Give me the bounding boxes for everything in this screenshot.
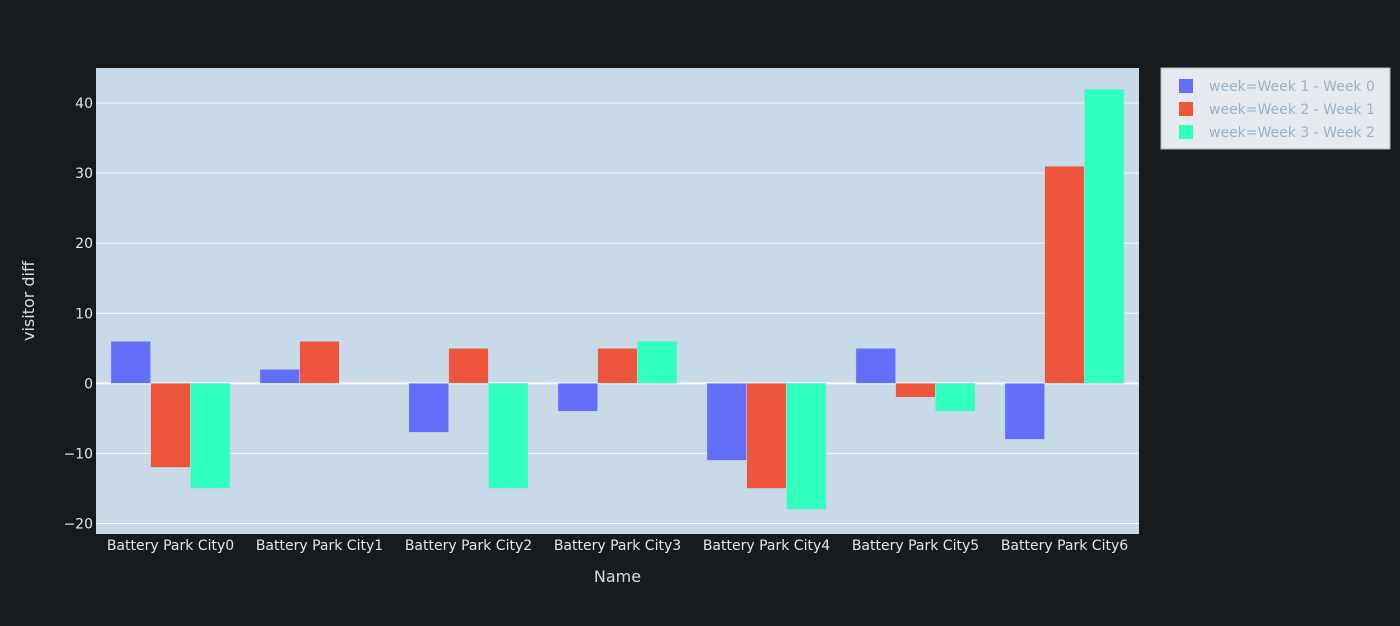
x-tick-label: Battery Park City1 [256,538,383,554]
legend-label[interactable]: week=Week 3 - Week 2 [1209,125,1375,141]
bar[interactable] [706,383,747,461]
x-axis-ticks: Battery Park City0 Battery Park City1 Batt… [107,538,1128,554]
y-axis-title: visitor diff [19,260,38,341]
bar[interactable] [259,369,300,384]
legend-box [1160,67,1391,150]
legend-label[interactable]: week=Week 2 - Week 1 [1209,102,1375,118]
y-tick-label: −10 [63,446,93,462]
bar[interactable] [597,348,638,384]
bar[interactable] [935,383,976,412]
bar[interactable] [190,383,231,489]
x-tick-label: Battery Park City4 [703,538,830,554]
bar[interactable] [150,383,191,468]
bar[interactable] [1084,88,1125,384]
legend[interactable]: week=Week 1 - Week 0 week=Week 2 - Week 1… [1160,67,1391,150]
y-tick-label: 30 [75,166,93,182]
bar[interactable] [637,341,678,384]
plot-area [96,68,1139,534]
y-axis-ticks: −20 −10 0 10 20 30 40 [63,96,93,532]
y-tick-label: 20 [75,236,93,252]
x-axis-title: Name [594,567,641,586]
bar[interactable] [895,383,936,398]
y-tick-label: −20 [63,516,93,532]
y-tick-label: 10 [75,306,93,322]
bar[interactable] [1004,383,1045,440]
legend-swatch[interactable] [1179,125,1193,139]
bar[interactable] [299,341,340,384]
bars [110,88,1125,510]
bar[interactable] [408,383,449,433]
bar[interactable] [448,348,489,384]
x-tick-label: Battery Park City0 [107,538,234,554]
bar[interactable] [1044,165,1085,384]
y-tick-label: 0 [84,376,93,392]
legend-label[interactable]: week=Week 1 - Week 0 [1209,79,1375,95]
x-tick-label: Battery Park City5 [852,538,979,554]
bar[interactable] [110,341,151,384]
x-tick-label: Battery Park City3 [554,538,681,554]
bar[interactable] [855,348,896,384]
y-tick-label: 40 [75,96,93,112]
bar[interactable] [786,383,827,510]
bar[interactable] [488,383,529,489]
legend-swatch[interactable] [1179,102,1193,116]
bar[interactable] [746,383,787,489]
legend-swatch[interactable] [1179,79,1193,93]
bar[interactable] [557,383,598,412]
x-tick-label: Battery Park City6 [1001,538,1128,554]
x-tick-label: Battery Park City2 [405,538,532,554]
